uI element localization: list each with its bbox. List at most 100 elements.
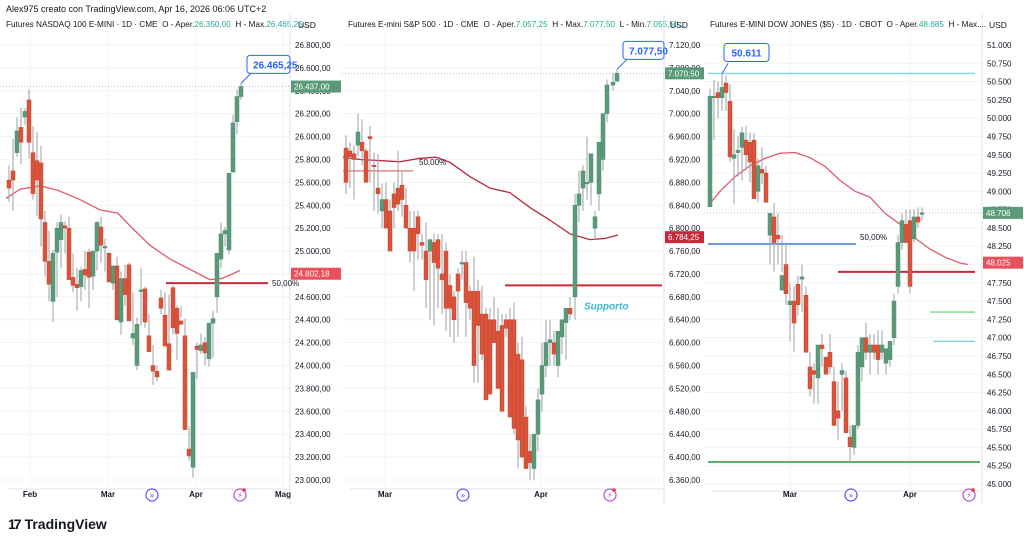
ma-value-badge: 48.025 bbox=[983, 256, 1023, 269]
high-label: H - Max. bbox=[235, 20, 267, 29]
time-axis[interactable]: Feb Mar Apr Mag bbox=[23, 490, 291, 499]
candle bbox=[483, 313, 489, 401]
candlestick-chart[interactable]: 7.120,007.080,007.040,007.000,006.960,00… bbox=[342, 14, 704, 504]
open-label: O - Aper. bbox=[483, 20, 516, 29]
time-axis[interactable]: Mar Apr bbox=[783, 490, 917, 499]
candle bbox=[30, 152, 36, 195]
time-axis[interactable]: Mar Apr bbox=[378, 490, 548, 499]
price-tick-label: 6.680,00 bbox=[669, 293, 701, 302]
candle bbox=[479, 313, 485, 355]
candle bbox=[351, 153, 357, 160]
chart-panel-nasdaq[interactable]: Futures NASDAQ 100 E-MINI · 1D · CME O -… bbox=[0, 14, 342, 504]
candle bbox=[98, 226, 104, 246]
split-event-icon[interactable]: » bbox=[145, 488, 159, 502]
dividend-event-icon[interactable]: ⚡ bbox=[603, 488, 617, 502]
candle bbox=[743, 139, 749, 156]
candle bbox=[407, 227, 413, 252]
currency-label: USD bbox=[670, 20, 688, 30]
time-tick-label: Apr bbox=[534, 490, 548, 499]
candle bbox=[588, 153, 594, 183]
grid bbox=[342, 34, 664, 488]
candle bbox=[879, 344, 885, 353]
candle bbox=[451, 296, 457, 320]
svg-text:26.465,25: 26.465,25 bbox=[253, 60, 298, 71]
candle bbox=[799, 276, 805, 280]
high-value: 7.077,50 bbox=[583, 20, 616, 29]
candle bbox=[711, 95, 717, 98]
last-price-badge: 48.706 bbox=[983, 206, 1023, 219]
candle bbox=[363, 150, 369, 183]
candle bbox=[102, 246, 108, 249]
price-tick-label: 51.000 bbox=[987, 41, 1012, 50]
candle bbox=[584, 182, 590, 185]
open-value: 26.350,00 bbox=[194, 20, 231, 29]
chart-panel-sp500[interactable]: Futures E-mini S&P 500 · 1D · CME O - Ap… bbox=[342, 14, 704, 504]
candlestick-chart[interactable]: 26.800,0026.600,0026.400,0026.200,0026.0… bbox=[0, 14, 342, 504]
candle bbox=[126, 264, 132, 322]
candle bbox=[130, 333, 136, 339]
candles bbox=[707, 73, 925, 463]
candle bbox=[66, 227, 72, 280]
svg-text:»: » bbox=[461, 491, 466, 500]
candle bbox=[58, 222, 64, 240]
price-tick-label: 24.200,00 bbox=[295, 339, 331, 348]
price-tick-label: 6.600,00 bbox=[669, 339, 701, 348]
candlestick-chart[interactable]: 51.000 50.750 50.500 50.250 50.000 49.750 49.5… bbox=[704, 14, 1024, 504]
price-tick-label: 47.000 bbox=[987, 334, 1012, 343]
candle bbox=[190, 372, 196, 468]
candle bbox=[763, 172, 769, 203]
candle bbox=[499, 325, 505, 412]
candle bbox=[855, 352, 861, 426]
candle bbox=[727, 101, 733, 158]
split-event-icon[interactable]: » bbox=[456, 488, 470, 502]
price-tick-label: 50.750 bbox=[987, 59, 1012, 68]
candle bbox=[238, 86, 244, 97]
candle bbox=[815, 344, 821, 379]
price-tick-label: 6.960,00 bbox=[669, 133, 701, 142]
price-tick-label: 6.840,00 bbox=[669, 201, 701, 210]
dividend-event-icon[interactable]: ⚡ bbox=[233, 488, 247, 502]
candle bbox=[230, 122, 236, 173]
candle bbox=[375, 187, 381, 195]
svg-text:⚡: ⚡ bbox=[237, 491, 243, 500]
price-tick-label: 26.200,00 bbox=[295, 110, 331, 119]
symbol-name: Futures NASDAQ 100 E-MINI · 1D · CME bbox=[6, 20, 158, 29]
candle bbox=[907, 220, 913, 287]
candle bbox=[206, 322, 212, 359]
price-callout[interactable]: 7.077,50 bbox=[616, 40, 668, 70]
price-tick-label: 6.480,00 bbox=[669, 407, 701, 416]
price-tick-label: 46.750 bbox=[987, 352, 1012, 361]
price-callout[interactable]: 50.611 bbox=[721, 42, 770, 74]
low-value: 7.055,50... bbox=[646, 20, 686, 29]
candle bbox=[775, 234, 781, 240]
price-tick-label: 23.200,00 bbox=[295, 453, 331, 462]
price-tick-label: 50.500 bbox=[987, 78, 1012, 87]
dividend-event-icon[interactable]: ⚡ bbox=[962, 488, 976, 502]
chart-panel-dowjones[interactable]: Futures E-MINI DOW JONES ($5) · 1D · CBO… bbox=[704, 14, 1024, 504]
candle bbox=[614, 73, 620, 82]
candle bbox=[6, 179, 12, 189]
svg-text:24.802,18: 24.802,18 bbox=[294, 270, 330, 279]
candle bbox=[387, 210, 393, 252]
tradingview-logo[interactable]: 17 TradingView bbox=[8, 516, 107, 532]
symbol-name: Futures E-mini S&P 500 · 1D · CME bbox=[348, 20, 479, 29]
candle bbox=[162, 314, 168, 347]
candle bbox=[915, 216, 921, 223]
candle bbox=[895, 242, 901, 287]
candle bbox=[731, 154, 737, 159]
candle bbox=[835, 410, 841, 419]
svg-text:»: » bbox=[849, 491, 854, 500]
price-callout[interactable]: 26.465,25 bbox=[240, 54, 298, 84]
candle bbox=[182, 335, 188, 430]
candle bbox=[610, 81, 616, 86]
candle bbox=[10, 170, 16, 181]
split-event-icon[interactable]: » bbox=[844, 488, 858, 502]
candle bbox=[122, 278, 128, 295]
candle bbox=[851, 425, 857, 448]
last-price-badge: 26.437,00 bbox=[291, 80, 341, 93]
price-tick-label: 23.000,00 bbox=[295, 476, 331, 485]
candle bbox=[234, 96, 240, 122]
candle bbox=[423, 250, 429, 280]
candle bbox=[391, 193, 397, 208]
time-tick-label: Mar bbox=[783, 490, 797, 499]
